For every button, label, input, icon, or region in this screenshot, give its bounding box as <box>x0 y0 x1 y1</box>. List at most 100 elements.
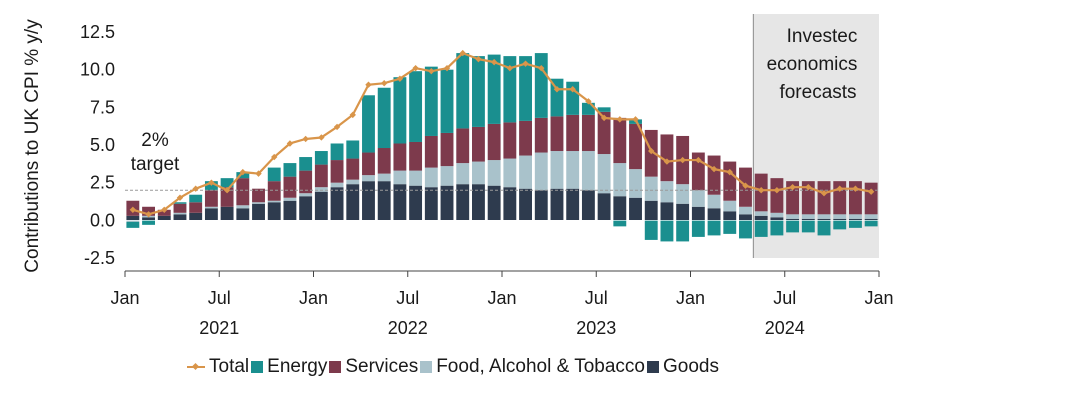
forecast-label-line2: economics <box>767 54 858 75</box>
bar-segment-goods <box>126 215 140 221</box>
bar-segment-energy <box>283 163 297 177</box>
bar-segment-services <box>707 155 721 195</box>
bar-segment-food-alcohol-tobacco <box>613 163 627 197</box>
total-point <box>663 158 671 165</box>
bar-segment-energy <box>550 78 564 117</box>
legend-item-total: Total <box>187 356 249 378</box>
bar-segment-energy <box>362 95 375 153</box>
bar-segment-energy <box>503 56 517 123</box>
bar-segment-food-alcohol-tobacco <box>817 214 831 219</box>
bar-segment-services <box>503 122 517 159</box>
bar-segment-food-alcohol-tobacco <box>236 205 250 209</box>
total-point <box>428 67 435 75</box>
bar-segment-goods <box>676 203 690 221</box>
bar-segment-food-alcohol-tobacco <box>691 190 705 207</box>
y-tick-label: 0.0 <box>90 210 115 230</box>
year-label: 2022 <box>388 318 428 338</box>
legend-label-goods: Goods <box>663 356 719 377</box>
bar-segment-goods <box>519 188 532 221</box>
year-label: 2023 <box>576 318 616 338</box>
total-point <box>773 187 781 194</box>
bar-segment-food-alcohol-tobacco <box>393 170 407 185</box>
x-tick-labels: Jan Jul Jan Jul Jan Jul Jan Jul Jan <box>110 288 893 308</box>
total-point <box>506 64 514 72</box>
total-point <box>522 60 529 67</box>
bar-segment-goods <box>613 196 627 221</box>
bar-segment-energy <box>801 220 815 233</box>
y-tick-label: 7.5 <box>90 97 115 117</box>
total-point <box>490 58 498 66</box>
bar-segment-food-alcohol-tobacco <box>581 151 595 191</box>
target-label-line1: 2% <box>141 130 169 151</box>
bar-segment-services <box>173 203 187 213</box>
bar-segment-services <box>723 161 737 201</box>
total-point <box>255 170 262 177</box>
goods-swatch-icon <box>647 361 659 373</box>
x-tick-label: Jul <box>396 288 419 308</box>
bar-segment-food-alcohol-tobacco <box>754 211 768 216</box>
bar-segment-goods <box>362 181 375 221</box>
bar-segment-food-alcohol-tobacco <box>550 151 564 189</box>
total-point <box>695 156 702 164</box>
legend-item-food: Food, Alcohol & Tobacco <box>420 356 645 378</box>
bar-segment-goods <box>864 218 878 221</box>
bar-segment-services <box>550 116 564 152</box>
food-swatch-icon <box>420 361 433 373</box>
bar-segment-goods <box>550 188 564 221</box>
bar-segment-services <box>220 187 234 207</box>
bar-segment-food-alcohol-tobacco <box>519 155 532 189</box>
bar-segment-goods <box>660 202 674 221</box>
bar-segment-food-alcohol-tobacco <box>204 206 218 209</box>
bar-segment-services <box>409 141 423 171</box>
total-point <box>208 179 215 186</box>
bar-segment-food-alcohol-tobacco <box>864 214 878 219</box>
x-tick-label: Jan <box>864 288 893 308</box>
bar-segment-services <box>330 160 344 183</box>
bar-segment-food-alcohol-tobacco <box>267 200 281 203</box>
bar-segment-services <box>393 143 407 171</box>
forecast-label-line1: Investec <box>787 26 858 47</box>
bar-segment-energy <box>393 77 407 144</box>
bar-segment-energy <box>267 167 281 182</box>
bar-segment-food-alcohol-tobacco <box>786 214 800 219</box>
total-point <box>412 64 419 72</box>
year-label: 2021 <box>199 318 239 338</box>
total-point <box>271 153 278 161</box>
total-point <box>349 111 356 119</box>
bar-segment-energy <box>487 54 501 124</box>
total-point <box>239 168 247 176</box>
bar-segment-goods <box>330 187 344 221</box>
bar-segment-food-alcohol-tobacco <box>440 166 454 186</box>
bar-segment-food-alcohol-tobacco <box>330 182 344 188</box>
bar-segment-energy <box>142 220 155 225</box>
total-point <box>223 187 231 194</box>
bar-segment-goods <box>220 206 234 221</box>
bar-segment-energy <box>409 71 423 142</box>
legend-item-services: Services <box>329 356 418 378</box>
total-point <box>475 55 482 63</box>
bar-segment-goods <box>472 184 485 221</box>
bar-segment-goods <box>644 200 658 221</box>
total-point <box>161 206 168 213</box>
bar-segment-goods <box>691 206 705 221</box>
bar-segment-services <box>566 114 580 152</box>
bar-segment-food-alcohol-tobacco <box>487 160 501 186</box>
bar-segment-services <box>864 182 878 215</box>
total-point <box>679 156 686 164</box>
bar-segment-food-alcohol-tobacco <box>833 214 847 219</box>
total-point <box>648 147 655 155</box>
bar-segment-goods <box>723 211 737 221</box>
bar-segment-services <box>629 123 642 170</box>
bar-segment-energy <box>126 221 140 228</box>
bar-segment-goods <box>314 191 328 221</box>
bar-segment-energy <box>676 220 690 242</box>
bar-segment-services <box>204 190 218 207</box>
bar-segment-goods <box>409 185 423 221</box>
bar-segment-goods <box>236 208 250 221</box>
bar-segment-food-alcohol-tobacco <box>377 173 391 182</box>
bar-segment-goods <box>424 187 438 221</box>
bar-segment-food-alcohol-tobacco <box>424 167 438 188</box>
total-point <box>867 188 875 195</box>
bar-segment-goods <box>739 214 752 221</box>
bar-segment-services <box>189 202 203 213</box>
